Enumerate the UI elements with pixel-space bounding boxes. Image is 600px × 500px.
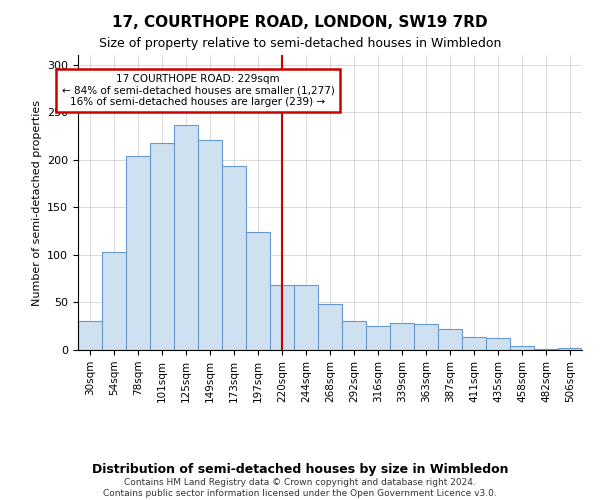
- Bar: [246, 232, 270, 350]
- Bar: [294, 286, 318, 350]
- Bar: [126, 156, 150, 350]
- Bar: [486, 338, 510, 350]
- Bar: [198, 140, 222, 350]
- Bar: [462, 336, 486, 350]
- Text: 17 COURTHOPE ROAD: 229sqm
← 84% of semi-detached houses are smaller (1,277)
16% : 17 COURTHOPE ROAD: 229sqm ← 84% of semi-…: [62, 74, 334, 107]
- Text: Distribution of semi-detached houses by size in Wimbledon: Distribution of semi-detached houses by …: [92, 462, 508, 475]
- Bar: [534, 349, 558, 350]
- Bar: [270, 286, 294, 350]
- Bar: [150, 142, 174, 350]
- Bar: [510, 346, 534, 350]
- Bar: [318, 304, 342, 350]
- Bar: [438, 329, 462, 350]
- Bar: [78, 322, 102, 350]
- Bar: [222, 166, 246, 350]
- Y-axis label: Number of semi-detached properties: Number of semi-detached properties: [32, 100, 41, 306]
- Bar: [174, 126, 198, 350]
- Bar: [558, 348, 582, 350]
- Bar: [366, 326, 390, 350]
- Text: 17, COURTHOPE ROAD, LONDON, SW19 7RD: 17, COURTHOPE ROAD, LONDON, SW19 7RD: [112, 15, 488, 30]
- Text: Contains HM Land Registry data © Crown copyright and database right 2024.
Contai: Contains HM Land Registry data © Crown c…: [103, 478, 497, 498]
- Text: Size of property relative to semi-detached houses in Wimbledon: Size of property relative to semi-detach…: [99, 38, 501, 51]
- Bar: [342, 322, 366, 350]
- Bar: [414, 324, 438, 350]
- Bar: [390, 324, 414, 350]
- Bar: [102, 252, 126, 350]
